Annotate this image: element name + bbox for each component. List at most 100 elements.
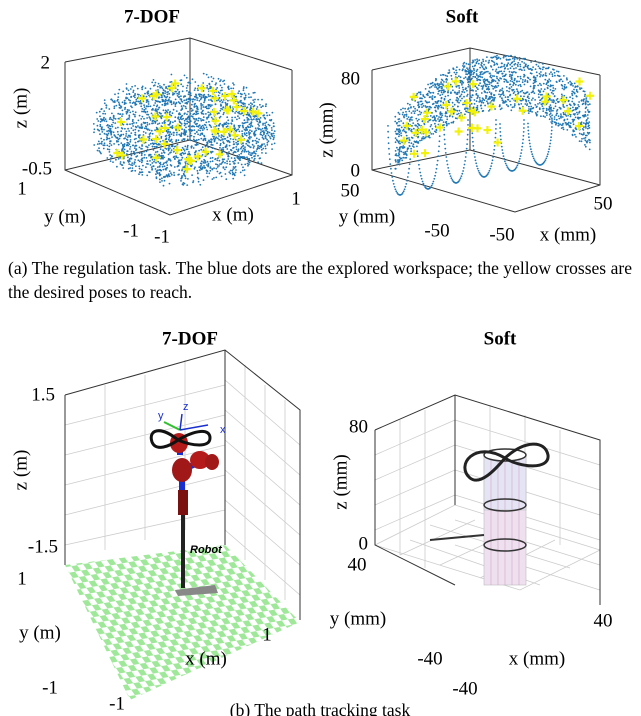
dot: [153, 161, 155, 163]
dot: [583, 132, 585, 134]
dot: [573, 123, 575, 125]
dot: [513, 68, 515, 70]
dot: [551, 73, 553, 75]
dot: [250, 96, 252, 98]
dot: [166, 135, 168, 137]
dot: [560, 79, 562, 81]
dot: [430, 96, 432, 98]
dot: [416, 146, 418, 148]
dot: [418, 164, 420, 166]
dot: [556, 81, 558, 83]
dot: [137, 88, 139, 90]
dot: [415, 125, 417, 127]
dot: [490, 65, 492, 67]
dot: [540, 84, 542, 86]
dot: [138, 130, 140, 132]
dot: [181, 105, 183, 107]
dot: [490, 165, 492, 167]
dot: [530, 61, 532, 63]
dot: [434, 96, 436, 98]
dot: [535, 68, 537, 70]
dot: [180, 95, 182, 97]
dot: [187, 145, 189, 147]
dot: [113, 131, 115, 133]
dot: [208, 172, 210, 174]
dot: [405, 157, 407, 159]
dot: [438, 150, 440, 152]
dot: [532, 156, 534, 158]
dot: [495, 70, 497, 72]
dot: [540, 88, 542, 90]
dot: [569, 96, 571, 98]
dot: [554, 95, 556, 97]
dot: [237, 115, 239, 117]
dot: [261, 130, 263, 132]
dot: [499, 104, 501, 106]
dot: [244, 157, 246, 159]
dot: [159, 87, 161, 89]
dot: [458, 113, 460, 115]
dot: [472, 76, 474, 78]
dot: [182, 90, 184, 92]
dot: [585, 135, 587, 137]
dot: [511, 86, 513, 88]
dot: [401, 160, 403, 162]
dot: [575, 117, 577, 119]
dot: [535, 112, 537, 114]
dot: [257, 123, 259, 125]
dot: [558, 123, 560, 125]
dot: [410, 107, 412, 109]
target-cross: [463, 99, 471, 107]
dot: [409, 163, 411, 165]
dot: [220, 85, 222, 87]
dot: [545, 83, 547, 85]
dot: [262, 135, 264, 137]
dot: [150, 143, 152, 145]
dot: [562, 88, 564, 90]
tick-label: -1: [154, 226, 170, 247]
dot: [438, 116, 440, 118]
dot: [153, 143, 155, 145]
dot: [521, 61, 523, 63]
dot: [419, 92, 421, 94]
dot: [146, 117, 148, 119]
dot: [194, 152, 196, 154]
dot: [513, 71, 515, 73]
dot: [395, 159, 397, 161]
dot: [163, 84, 165, 86]
dot: [118, 144, 120, 146]
dot: [210, 141, 212, 143]
dot: [482, 59, 484, 61]
dot: [501, 89, 503, 91]
dot: [137, 125, 139, 127]
dot: [483, 102, 485, 104]
dot: [503, 57, 505, 59]
dot: [138, 173, 140, 175]
dot: [448, 69, 450, 71]
dot: [216, 125, 218, 127]
dot: [127, 156, 129, 158]
dot: [190, 113, 192, 115]
dot: [146, 122, 148, 124]
dot: [172, 92, 174, 94]
dot: [147, 149, 149, 151]
dot: [195, 105, 197, 107]
dot: [196, 119, 198, 121]
dot: [186, 77, 188, 79]
dot: [169, 85, 171, 87]
dot: [180, 117, 182, 119]
dot: [563, 114, 565, 116]
dot: [262, 124, 264, 126]
dot: [125, 135, 127, 137]
dot: [488, 88, 490, 90]
dot: [495, 119, 497, 121]
dot: [143, 109, 145, 111]
dot: [179, 112, 181, 114]
dot: [514, 58, 516, 60]
dot: [197, 89, 199, 91]
dot: [182, 183, 184, 185]
dot: [197, 126, 199, 128]
dot: [181, 175, 183, 177]
dot: [96, 118, 98, 120]
axis-label: y (m): [44, 206, 86, 227]
